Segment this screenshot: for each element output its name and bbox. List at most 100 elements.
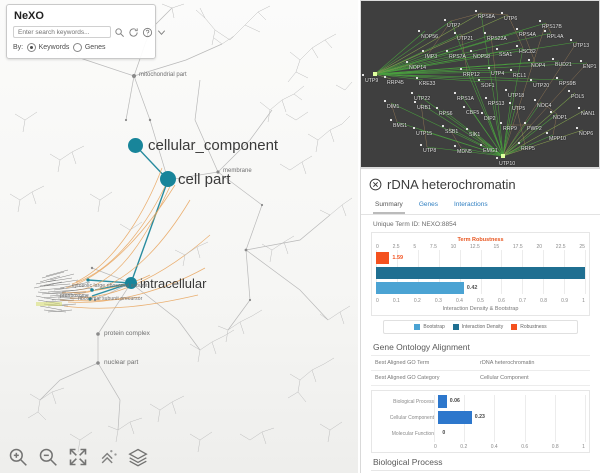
tab-interactions[interactable]: Interactions: [453, 201, 488, 208]
gene-node[interactable]: [420, 144, 423, 147]
search-panel[interactable]: NeXO By: Keywords: [6, 4, 166, 59]
radio-keywords[interactable]: Keywords: [27, 43, 69, 52]
gene-node[interactable]: [528, 59, 531, 62]
gene-node-hub[interactable]: [501, 154, 505, 158]
go-bar-label-molecular-function: Molecular Function: [391, 430, 434, 437]
radio-genes-indicator[interactable]: [73, 43, 83, 52]
tab-summary[interactable]: Summary: [373, 198, 405, 214]
axis-tick: 5: [413, 244, 417, 250]
refresh-icon[interactable]: [128, 27, 139, 38]
graph-toolbar[interactable]: [0, 441, 358, 473]
go-bar-molecular-function: Molecular Function 0: [376, 427, 585, 440]
gene-node[interactable]: [556, 77, 559, 80]
gene-node[interactable]: [406, 61, 409, 64]
gene-node[interactable]: [362, 74, 365, 77]
collapse-icon[interactable]: [98, 447, 118, 467]
gene-node[interactable]: [454, 32, 457, 35]
gene-node[interactable]: [500, 122, 503, 125]
tree-visualization-panel[interactable]: cellular_component cell part intracellul…: [0, 0, 358, 473]
gene-node[interactable]: [516, 28, 519, 31]
layers-icon[interactable]: [128, 447, 148, 467]
gene-node[interactable]: [570, 39, 573, 42]
gene-node[interactable]: [524, 122, 527, 125]
gene-node[interactable]: [413, 127, 416, 130]
gene-node[interactable]: [530, 79, 533, 82]
go-category-key: Best Aligned GO Category: [375, 375, 440, 381]
gene-node[interactable]: [454, 145, 457, 148]
tab-genes[interactable]: Genes: [418, 201, 438, 208]
gene-node[interactable]: [546, 132, 549, 135]
gene-node[interactable]: [475, 10, 478, 13]
gene-node[interactable]: [384, 76, 387, 79]
gene-node[interactable]: [460, 68, 463, 71]
gene-node[interactable]: [552, 58, 555, 61]
gene-node[interactable]: [518, 142, 521, 145]
search-icon[interactable]: [114, 27, 125, 38]
chart-top-axis-ticks: 0 2.5 5 7.5 10 12.5 15 17.5 20 22.5 25: [372, 243, 589, 250]
gene-node[interactable]: [466, 128, 469, 131]
gene-node[interactable]: [422, 50, 425, 53]
detail-tabs[interactable]: Summary Genes Interactions: [361, 194, 600, 215]
axis-tick: 0.7: [519, 298, 526, 304]
gene-node[interactable]: [470, 50, 473, 53]
gene-node[interactable]: [509, 102, 512, 105]
gene-node-label: SSB1: [445, 129, 459, 135]
chart-bars: 1.59 0.42: [372, 250, 589, 294]
gene-network-panel[interactable]: UTP9 NOP56 UTP7 RPS8A UTP6 RPS17B UTP21 RPS22A R…: [360, 0, 600, 168]
gene-node[interactable]: [568, 90, 571, 93]
legend-swatch-interaction-density: [452, 324, 459, 330]
gene-node[interactable]: [411, 92, 414, 95]
zoom-in-icon[interactable]: [8, 447, 28, 467]
gene-node-label: RRP45: [387, 80, 404, 86]
gene-node[interactable]: [444, 19, 447, 22]
gene-node[interactable]: [484, 32, 487, 35]
radio-genes[interactable]: Genes: [73, 43, 105, 52]
gene-node[interactable]: [488, 67, 491, 70]
gene-node-label: RPS4A: [519, 32, 537, 38]
gene-node[interactable]: [414, 101, 417, 104]
fit-to-screen-icon[interactable]: [68, 447, 88, 467]
gene-node[interactable]: [436, 107, 439, 110]
gene-node[interactable]: [501, 12, 504, 15]
search-input[interactable]: [13, 26, 111, 38]
gene-node-label: NOP56: [421, 34, 439, 40]
gene-node[interactable]: [505, 89, 508, 92]
gene-node[interactable]: [442, 125, 445, 128]
gene-node[interactable]: [446, 50, 449, 53]
graph-node-cell-part[interactable]: [160, 171, 176, 187]
gene-node[interactable]: [390, 119, 393, 122]
gene-node[interactable]: [416, 77, 419, 80]
go-bar-label-cellular-component: Cellular Component: [389, 414, 434, 421]
gene-node[interactable]: [580, 60, 583, 63]
gridline: [434, 395, 435, 442]
gene-node[interactable]: [578, 107, 581, 110]
zoom-out-icon[interactable]: [38, 447, 58, 467]
help-icon[interactable]: [142, 27, 153, 38]
gene-node[interactable]: [576, 127, 579, 130]
chevron-down-icon[interactable]: [156, 27, 167, 38]
gene-node[interactable]: [418, 30, 421, 33]
gene-node[interactable]: [534, 99, 537, 102]
gene-node[interactable]: [496, 157, 499, 160]
graph-node-intracellular[interactable]: [125, 277, 137, 289]
graph-node-cellular-component[interactable]: [128, 138, 143, 153]
chart-bottom-axis-ticks: 0 0.1 0.2 0.3 0.4 0.5 0.6 0.7 0.8 0.9 1: [372, 297, 589, 304]
gene-node[interactable]: [480, 144, 483, 147]
gene-node[interactable]: [544, 30, 547, 33]
gene-node-label: SOF1: [481, 83, 495, 89]
gene-node[interactable]: [384, 100, 387, 103]
gene-node[interactable]: [463, 106, 466, 109]
term-detail-panel[interactable]: rDNA heterochromatin Summary Genes Inter…: [360, 168, 600, 473]
gene-node-hub[interactable]: [373, 72, 377, 76]
radio-keywords-indicator[interactable]: [27, 43, 37, 52]
gene-node[interactable]: [510, 69, 513, 72]
gene-node[interactable]: [496, 48, 499, 51]
close-circle-icon[interactable]: [369, 178, 382, 191]
gene-node[interactable]: [516, 45, 519, 48]
gene-node[interactable]: [539, 20, 542, 23]
gene-node[interactable]: [478, 79, 481, 82]
gene-node[interactable]: [550, 111, 553, 114]
gene-node[interactable]: [481, 112, 484, 115]
gene-node[interactable]: [454, 92, 457, 95]
gene-node[interactable]: [485, 97, 488, 100]
